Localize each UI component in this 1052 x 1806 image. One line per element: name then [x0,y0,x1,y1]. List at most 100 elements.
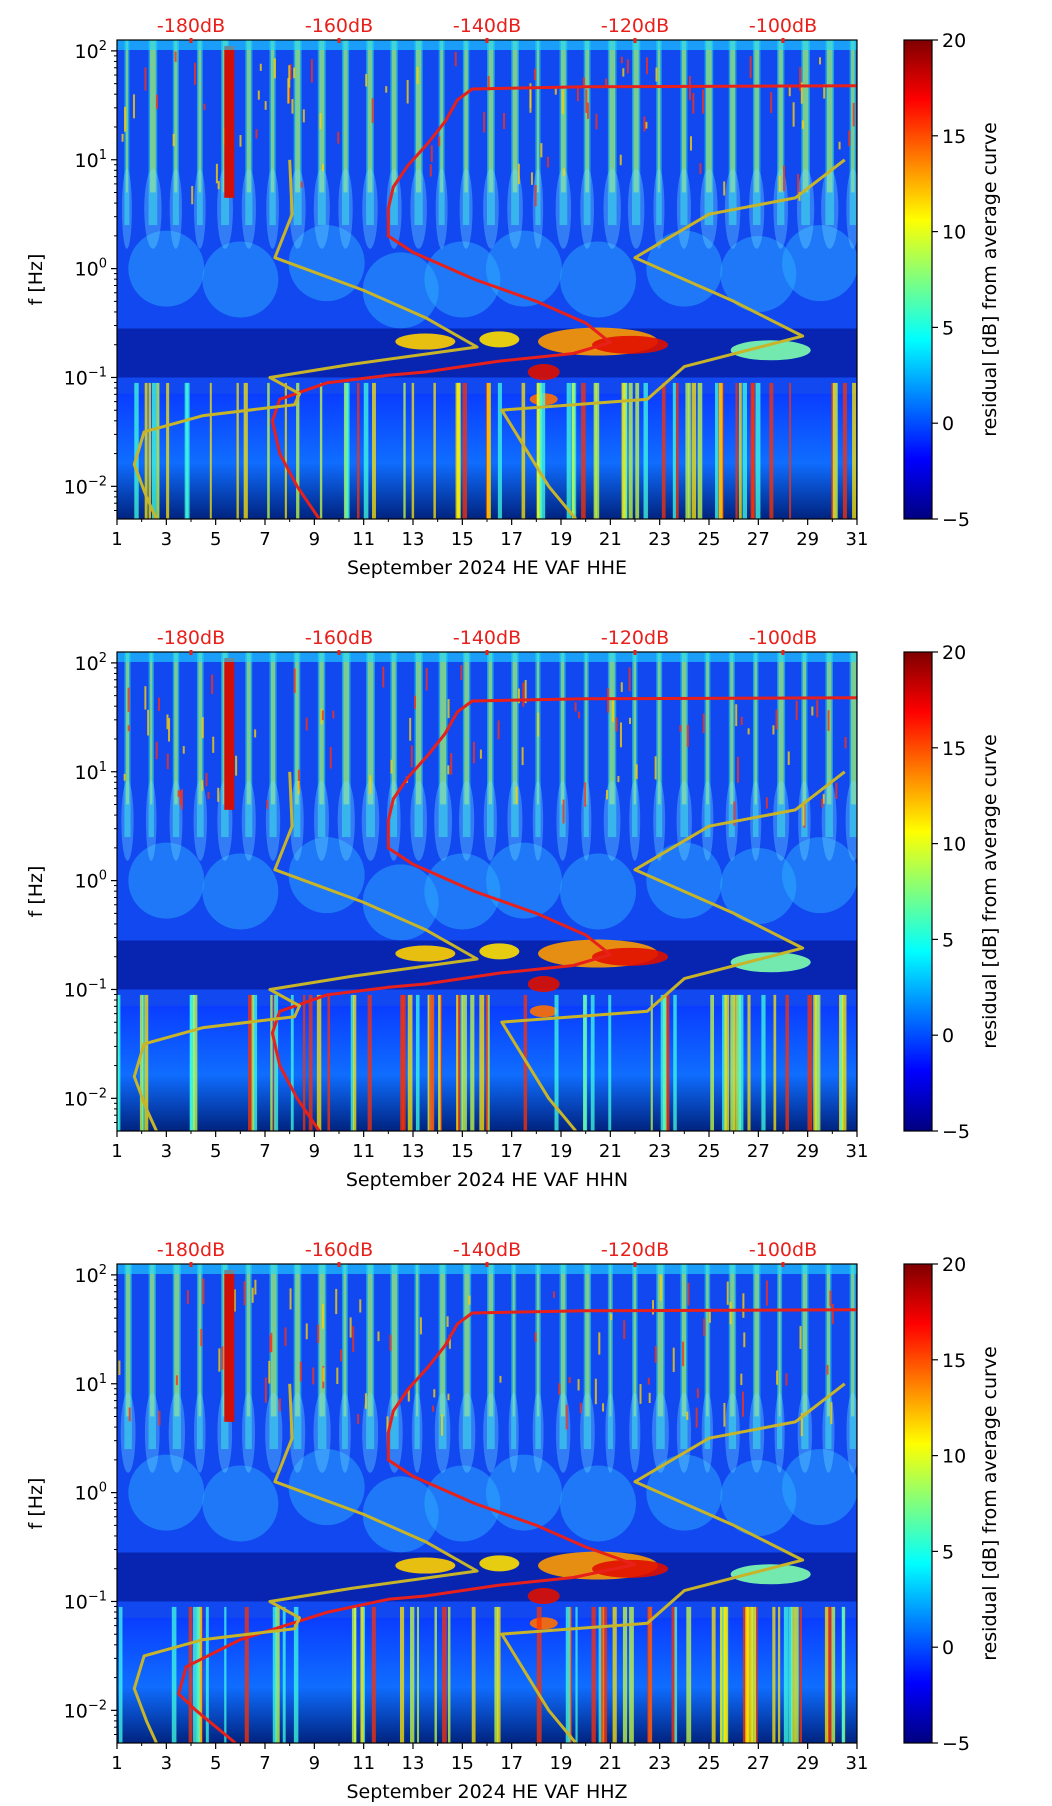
microseism-blob [527,976,560,993]
speckle [533,68,536,81]
speckle [503,112,506,130]
low-freq-line [536,1606,542,1743]
speckle [425,668,428,691]
speckle [765,1280,768,1306]
day-streak-core [295,652,299,805]
speckle [377,1331,380,1342]
nyquist-band [117,652,857,662]
speckle [430,145,433,162]
speckle [619,722,622,748]
speckle [772,725,775,735]
day-streak-tail [532,168,544,249]
speckle [605,78,608,87]
low-freq-line [151,382,157,519]
spectrogram [117,652,857,1131]
x-tick-label: 9 [309,1753,320,1774]
x-axis-label: September 2024 HE VAF HHN [346,1169,628,1191]
low-freq-line [186,382,190,519]
top-db-tick [337,650,341,655]
day-streak-core [440,40,444,193]
colorbar-tick-label: 20 [942,1254,966,1276]
low-freq-line [410,1606,415,1743]
speckle [337,131,340,144]
day-streak-tail [458,1392,476,1473]
day-streak-tail [603,168,621,249]
speckle [699,163,702,174]
speckle [702,713,705,734]
day-streak-tail [750,780,762,861]
speckle [848,130,851,147]
speckle [615,717,618,732]
low-freq-line [236,382,239,519]
day-streak-tail [290,780,304,861]
speckle [729,1302,732,1325]
y-tick-label: 10−2 [64,1086,107,1110]
y-axis-label: f [Hz] [25,254,47,306]
speckle [174,51,177,62]
speckle [235,755,238,776]
low-freq-line [794,1606,799,1743]
day-streak-tail [653,780,666,861]
noise-blob [560,241,636,318]
low-freq-line [852,382,857,519]
speckle [369,775,372,794]
low-freq-line [171,1606,177,1743]
speckle [317,1324,320,1344]
day-streak-tail [314,780,330,861]
speckle [619,154,622,166]
speckle [610,1313,613,1320]
speckle [659,1274,662,1301]
day-streak-tail [289,1392,306,1473]
microseism-blob [730,340,811,361]
speckle [816,700,819,718]
speckle [382,666,385,688]
y-tick-label: 102 [75,1263,107,1287]
low-freq-line [462,382,468,519]
top-db-label: -120dB [601,627,669,649]
speckle [352,1326,355,1352]
low-freq-line [736,994,741,1131]
noise-blob [424,241,501,318]
day-streak-core [730,40,735,193]
x-tick-label: 31 [846,1753,869,1774]
speckle [450,753,453,775]
speckle [123,773,126,781]
y-tick-label: 10−2 [64,474,107,498]
low-freq-line [479,994,485,1131]
speckle [288,65,291,88]
day-streak-tail [193,780,208,861]
low-freq-line [722,994,727,1131]
day-streak-tail [700,168,718,249]
day-streak-core [609,652,615,805]
day-streak-core [633,40,639,193]
day-streak-tail [676,1392,692,1473]
day-streak-core [415,652,422,805]
low-freq-line [296,382,300,519]
speckle [577,711,580,719]
day-streak-tail [169,168,182,249]
x-tick-label: 27 [747,1141,770,1162]
low-freq-line [456,994,459,1131]
speckle [696,1388,699,1398]
day-streak-tail [386,1392,403,1473]
day-streak-tail [846,1392,857,1473]
top-db-label: -100dB [749,627,817,649]
speckle [205,773,208,787]
speckle [499,1375,502,1383]
speckle [251,1287,254,1303]
day-streak-core [174,40,178,193]
y-tick-label: 102 [75,39,107,63]
day-streak-tail [701,780,714,861]
day-streak-core [343,40,348,193]
speckle [321,1303,324,1329]
day-streak-tail [676,168,691,249]
day-streak-tail [121,780,134,861]
low-freq-line [746,1606,752,1743]
event-streak [224,1270,235,1422]
low-freq-line [486,994,490,1131]
speckle [602,1403,605,1412]
colorbar-tick-label: 0 [942,413,954,435]
speckle [310,59,313,83]
day-streak-core [464,1264,470,1417]
